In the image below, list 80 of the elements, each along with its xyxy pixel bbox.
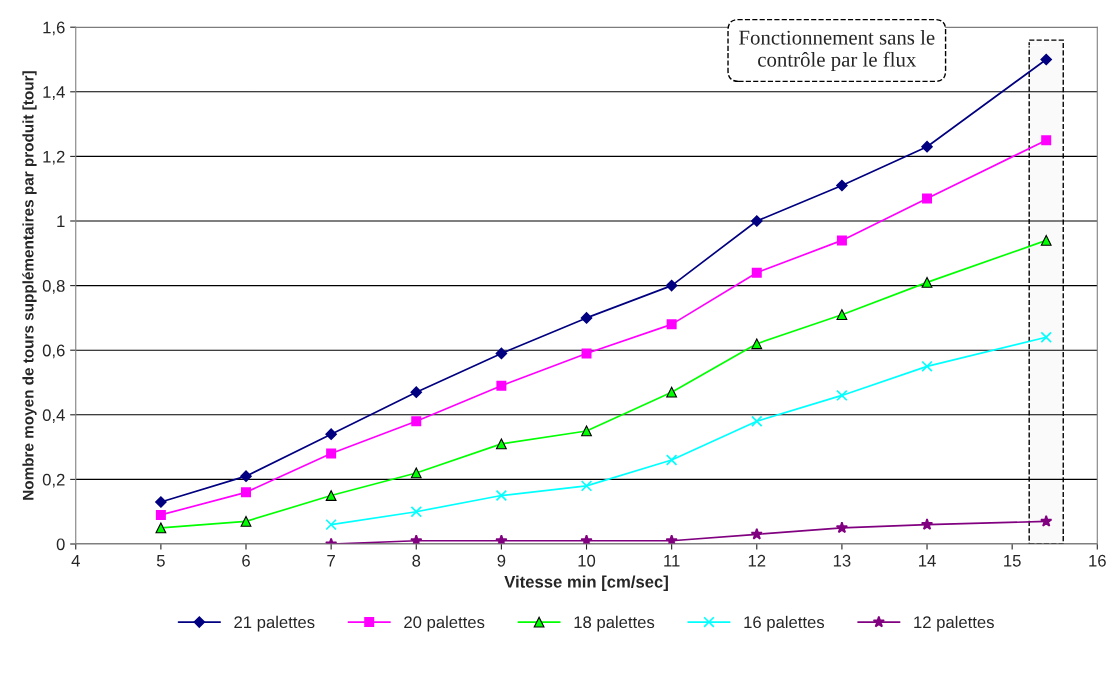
point (836, 179, 848, 192)
x-tick-label: 12 (748, 554, 766, 567)
point (750, 527, 763, 540)
point (1040, 234, 1052, 246)
x-tick-label: 9 (497, 554, 506, 567)
point (1040, 514, 1053, 527)
point (666, 319, 677, 330)
y-tick-label: 1 (57, 215, 65, 228)
point (495, 489, 508, 502)
point (665, 279, 678, 292)
point (155, 522, 167, 534)
legend-label: 20 palettes (404, 615, 485, 632)
x-axis-title: Vitesse min [cm/sec] (504, 575, 668, 592)
legend-label: 18 palettes (574, 615, 655, 632)
legend-label: 16 palettes (744, 615, 825, 632)
point (751, 338, 763, 350)
x-tick-label: 10 (578, 554, 596, 567)
point (751, 215, 763, 227)
point (580, 480, 593, 492)
point (410, 506, 422, 518)
y-tick-label: 0,4 (42, 409, 65, 423)
point (1041, 135, 1052, 146)
legend-label: 21 palettes (234, 615, 315, 632)
point (921, 140, 933, 153)
point (325, 428, 337, 440)
point (496, 380, 507, 391)
point (581, 425, 592, 437)
y-tick-label: 1,2 (43, 150, 65, 165)
x-tick-label: 6 (242, 554, 250, 567)
point (751, 415, 763, 427)
point (240, 470, 252, 482)
x-tick-label: 16 (1089, 554, 1106, 567)
y-tick-label: 0,8 (42, 280, 65, 294)
x-tick-label: 15 (1004, 555, 1021, 567)
x-tick-label: 11 (664, 555, 680, 567)
point (410, 534, 423, 544)
point (922, 193, 933, 204)
point (155, 496, 167, 508)
point (581, 348, 592, 359)
point (240, 515, 252, 527)
point (325, 518, 337, 531)
point (1040, 331, 1052, 343)
point (155, 509, 166, 520)
point (666, 386, 678, 398)
x-tick-label: 4 (71, 555, 80, 567)
y-tick-label: 0 (56, 538, 65, 551)
point (920, 518, 934, 530)
point (751, 267, 762, 278)
point (580, 534, 593, 544)
point (836, 389, 848, 402)
point (325, 490, 337, 501)
x-tick-label: 8 (412, 554, 421, 567)
point (836, 235, 847, 246)
point (665, 534, 678, 544)
point (1040, 53, 1052, 66)
x-tick-label: 13 (833, 554, 851, 567)
y-axis-title: Nombre moyen de tours supplémentaires par produit [tour] (22, 71, 37, 500)
point (495, 347, 508, 360)
point (495, 534, 508, 544)
point (410, 467, 422, 479)
x-tick-label: 14 (919, 555, 936, 567)
y-tick-label: 0,2 (42, 473, 65, 488)
point (921, 276, 933, 288)
x-tick-label: 5 (156, 555, 165, 567)
point (665, 454, 678, 466)
y-tick-label: 0,6 (42, 344, 65, 359)
point (411, 416, 422, 427)
point (921, 360, 933, 373)
point (836, 309, 848, 321)
point (410, 386, 423, 398)
point (326, 448, 337, 459)
point (495, 438, 507, 450)
y-tick-label: 1,6 (43, 21, 65, 36)
point (835, 521, 849, 534)
y-tick-label: 1,4 (43, 86, 65, 100)
legend-label: 12 palettes (914, 615, 994, 632)
point (241, 487, 252, 498)
point (580, 312, 593, 324)
x-tick-label: 7 (327, 555, 335, 567)
band-label: Fonctionnement sans le contrôle par le flux (739, 29, 935, 71)
